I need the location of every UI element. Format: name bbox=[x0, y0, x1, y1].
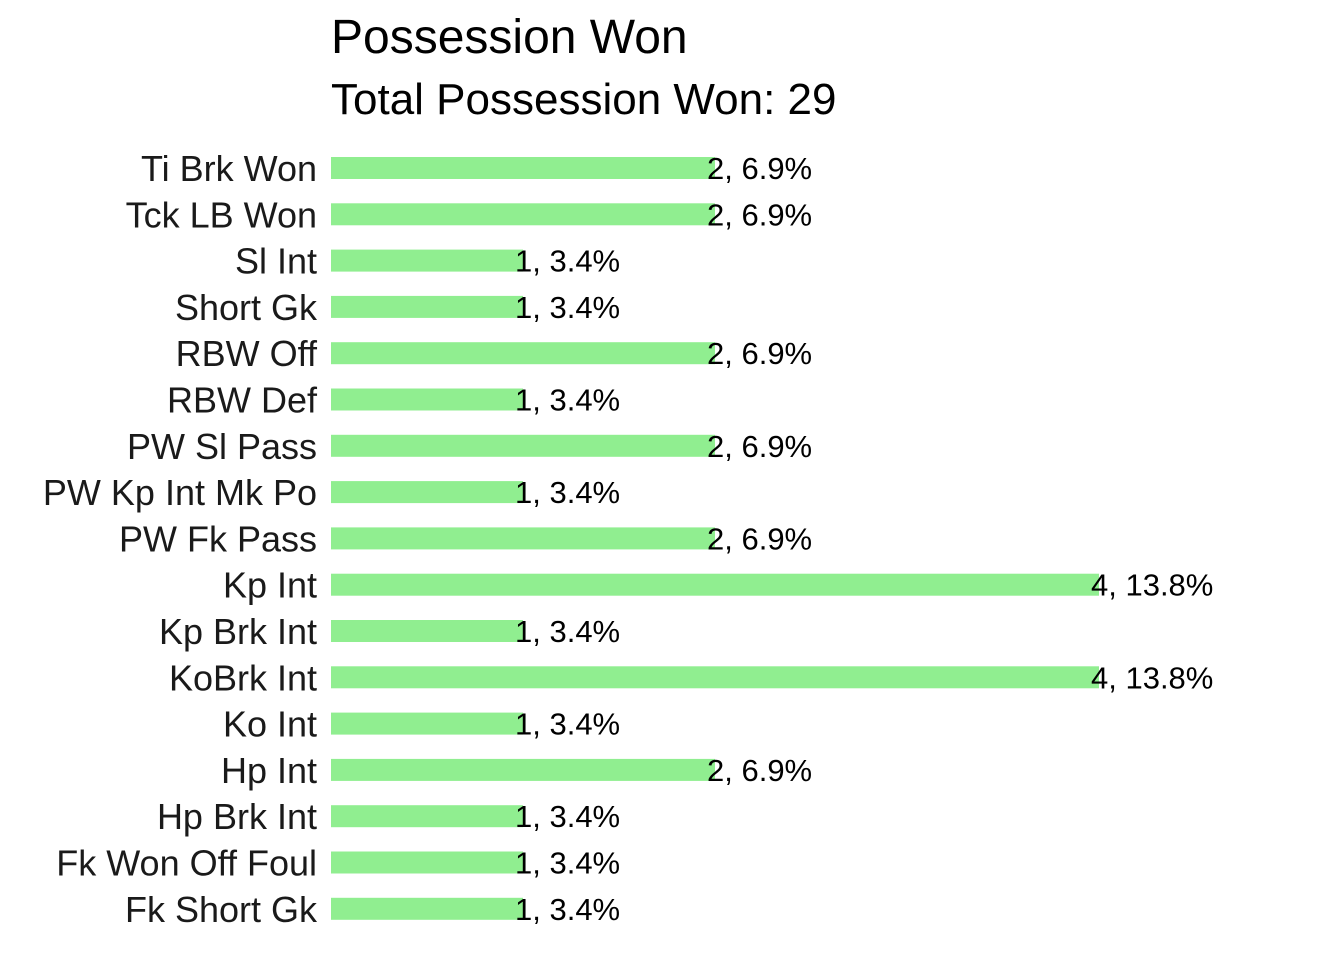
bar bbox=[331, 897, 523, 920]
data-label: 1, 3.4% bbox=[515, 892, 620, 927]
data-label: 4, 13.8% bbox=[1091, 660, 1213, 695]
data-label: 1, 3.4% bbox=[515, 614, 620, 649]
bar bbox=[331, 342, 715, 365]
data-label: 2, 6.9% bbox=[707, 753, 812, 788]
data-label: 4, 13.8% bbox=[1091, 568, 1213, 603]
bar bbox=[331, 712, 523, 735]
bar bbox=[331, 666, 1099, 689]
category-label: Ti Brk Won bbox=[141, 148, 317, 189]
data-label: 2, 6.9% bbox=[707, 151, 812, 186]
bar bbox=[331, 527, 715, 550]
data-label: 1, 3.4% bbox=[515, 707, 620, 742]
bar bbox=[331, 249, 523, 272]
data-label: 2, 6.9% bbox=[707, 336, 812, 371]
bar bbox=[331, 481, 523, 504]
category-label: Kp Brk Int bbox=[159, 611, 317, 652]
category-label: Sl Int bbox=[235, 241, 317, 282]
bar bbox=[331, 295, 523, 318]
data-label: 1, 3.4% bbox=[515, 846, 620, 881]
data-label: 1, 3.4% bbox=[515, 383, 620, 418]
bar bbox=[331, 851, 523, 874]
bar bbox=[331, 157, 715, 179]
category-label: PW Fk Pass bbox=[119, 518, 317, 559]
data-label-group: 2, 6.9% 2, 6.9% 1, 3.4% 1, 3.4% 2, 6.9% 1, 3.… bbox=[515, 151, 1213, 927]
category-label: Kp Int bbox=[223, 565, 317, 606]
bar bbox=[331, 203, 715, 226]
category-label: RBW Off bbox=[176, 333, 318, 374]
bar bbox=[331, 805, 523, 828]
category-label: PW Sl Pass bbox=[127, 426, 317, 467]
category-label: Short Gk bbox=[175, 287, 318, 328]
bar bbox=[331, 573, 1099, 596]
category-label: RBW Def bbox=[167, 380, 318, 421]
bar bbox=[331, 758, 715, 781]
category-label: Hp Int bbox=[221, 750, 317, 791]
bar bbox=[331, 620, 523, 642]
data-label: 2, 6.9% bbox=[707, 521, 812, 556]
bar bbox=[331, 434, 715, 457]
category-label: Ko Int bbox=[223, 704, 317, 745]
category-label-group: Ti Brk Won Tck LB Won Sl Int Short Gk RBW Of… bbox=[43, 148, 318, 930]
category-label: Fk Won Off Foul bbox=[56, 843, 317, 884]
category-label: Fk Short Gk bbox=[125, 889, 318, 930]
data-label: 2, 6.9% bbox=[707, 197, 812, 232]
category-label: Hp Brk Int bbox=[157, 796, 317, 837]
category-label: PW Kp Int Mk Po bbox=[43, 472, 317, 513]
data-label: 1, 3.4% bbox=[515, 799, 620, 834]
category-label: Tck LB Won bbox=[126, 194, 317, 235]
category-label: KoBrk Int bbox=[169, 657, 317, 698]
bar-group bbox=[331, 157, 1099, 920]
data-label: 1, 3.4% bbox=[515, 290, 620, 325]
chart-title: Possession Won bbox=[331, 11, 688, 64]
data-label: 1, 3.4% bbox=[515, 244, 620, 279]
bar bbox=[331, 388, 523, 411]
data-label: 1, 3.4% bbox=[515, 475, 620, 510]
chart-subtitle: Total Possession Won: 29 bbox=[331, 75, 836, 124]
data-label: 2, 6.9% bbox=[707, 429, 812, 464]
